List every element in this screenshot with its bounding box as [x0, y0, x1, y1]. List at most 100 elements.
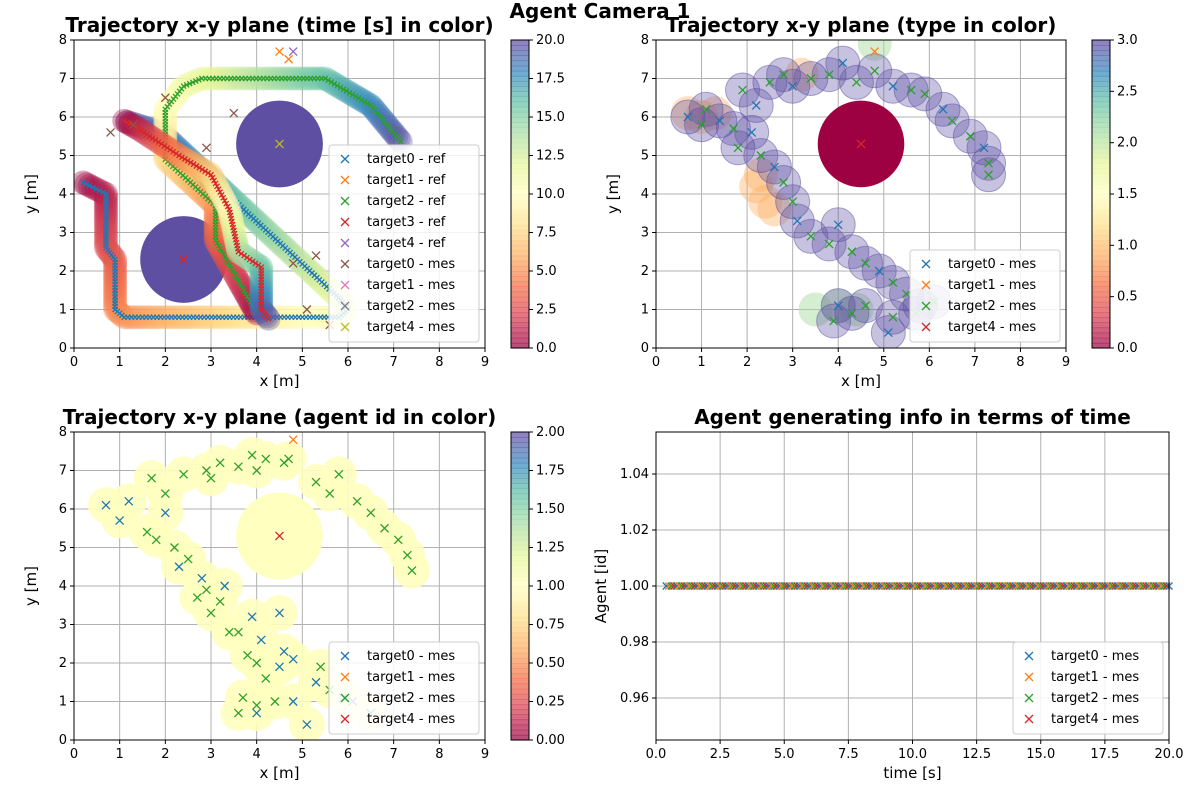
- colorbar-tick-label: 7.5: [536, 226, 557, 241]
- trajectory-point: [238, 250, 245, 257]
- colorbar-band: [511, 312, 529, 318]
- data-point: [829, 316, 839, 326]
- data-point: [220, 581, 230, 591]
- colorbar-band: [1092, 163, 1110, 169]
- legend-entry: target0 - mes: [1051, 649, 1139, 664]
- trajectory-point: [215, 242, 222, 249]
- colorbar-band: [511, 101, 529, 108]
- data-point: [252, 708, 262, 718]
- data-point: [697, 120, 707, 130]
- legend-marker: [1024, 651, 1034, 661]
- data-point: [288, 654, 298, 664]
- tick-label-y: 1.02: [620, 523, 649, 538]
- data-point: [252, 658, 262, 668]
- trajectory-point: [331, 80, 338, 87]
- data-point: [275, 139, 284, 149]
- colorbar-band: [511, 606, 529, 613]
- data-point: [284, 54, 294, 64]
- colorbar-band: [511, 560, 529, 567]
- colorbar-band: [1092, 276, 1110, 282]
- colorbar-band: [1092, 40, 1110, 46]
- colorbar-band: [1092, 255, 1110, 262]
- trajectory-point: [154, 128, 161, 135]
- trajectory-point: [245, 296, 252, 303]
- colorbar-band: [1092, 199, 1110, 205]
- colorbar-band: [511, 688, 529, 695]
- legend-marker: [340, 672, 350, 682]
- colorbar-band: [1092, 235, 1110, 241]
- trajectory-point: [252, 260, 259, 267]
- trajectory-point: [164, 144, 171, 151]
- trajectory-point: [349, 91, 356, 98]
- trajectory-point: [250, 304, 257, 311]
- colorbar-band: [511, 647, 529, 654]
- data-point: [947, 116, 957, 126]
- trajectory-point: [152, 137, 159, 144]
- colorbar-tick-label: 2.5: [1117, 84, 1138, 99]
- data-point: [792, 216, 802, 226]
- figure-suptitle: Agent Camera 1: [510, 0, 691, 23]
- tick-label-x: 0: [70, 355, 78, 370]
- colorbar-band: [511, 637, 529, 644]
- legend-entry: target4 - mes: [1051, 712, 1139, 727]
- colorbar-tick-label: 1.50: [536, 502, 565, 517]
- y-axis-label: Agent [id]: [592, 549, 610, 624]
- trajectory-point: [186, 80, 193, 87]
- colorbar-band: [511, 281, 529, 287]
- yellow-blob: [288, 706, 325, 740]
- x-axis-label: x [m]: [260, 372, 300, 390]
- tick-label-x: 7: [971, 355, 979, 370]
- legend-entry: target0 - mes: [948, 257, 1036, 272]
- data-point: [316, 662, 326, 672]
- trajectory-point: [170, 148, 177, 155]
- orange-blob: [757, 192, 792, 227]
- data-point: [407, 566, 417, 576]
- tick-label-x: 8: [435, 747, 443, 762]
- legend-entry: target2 - ref: [367, 194, 446, 209]
- legend-marker: [340, 259, 350, 269]
- data-point: [284, 454, 294, 464]
- tick-label-y: 0: [59, 733, 67, 748]
- data-point: [206, 608, 216, 618]
- trajectory-point: [173, 150, 180, 157]
- data-point: [252, 700, 262, 710]
- colorbar-band: [511, 127, 529, 133]
- data-point: [302, 720, 312, 730]
- data-point: [824, 239, 834, 249]
- data-point: [715, 116, 725, 126]
- tick-label-x: 9: [481, 355, 489, 370]
- tick-label-y: 6: [59, 110, 67, 125]
- colorbar-tick-label: 12.5: [536, 149, 565, 164]
- colorbar-tick-label: 0.00: [536, 733, 565, 748]
- data-point: [906, 85, 916, 95]
- subplot-type-color: 0 1 2 3 4 5 6 7 8 9 0 1 2 3 4 5 6 7 8 Trajectory x-y plane …: [604, 13, 1138, 390]
- colorbar-band: [1092, 65, 1110, 72]
- colorbar-band: [511, 683, 529, 690]
- tick-label-y: 1: [59, 695, 67, 710]
- tick-label-x: 4: [253, 747, 261, 762]
- colorbar-band: [511, 457, 529, 464]
- x-axis-label: time [s]: [883, 764, 941, 782]
- colorbar-band: [1092, 224, 1110, 231]
- colorbar-band: [511, 493, 529, 500]
- colorbar-band: [1092, 229, 1110, 236]
- tick-label-y: 2: [641, 264, 649, 279]
- colorbar-tick-label: 2.0: [1117, 136, 1138, 151]
- legend-entry: target1 - mes: [367, 670, 455, 685]
- trajectory-point: [220, 251, 227, 258]
- tick-label-y: 7: [59, 464, 67, 479]
- data-point: [233, 708, 243, 718]
- colorbar-band: [1092, 245, 1110, 252]
- plot-area: [662, 582, 1173, 590]
- green-blob: [839, 292, 874, 327]
- trajectory-point: [229, 268, 236, 275]
- legend-entry: target1 - ref: [367, 173, 446, 188]
- colorbar-band: [1092, 50, 1110, 56]
- colorbar-band: [511, 596, 529, 602]
- trajectory-point: [241, 287, 247, 294]
- colorbar-band: [1092, 337, 1110, 344]
- axes-frame: [655, 431, 1170, 741]
- colorbar-band: [511, 529, 529, 536]
- colorbar-band: [511, 55, 529, 62]
- data-point: [201, 585, 211, 595]
